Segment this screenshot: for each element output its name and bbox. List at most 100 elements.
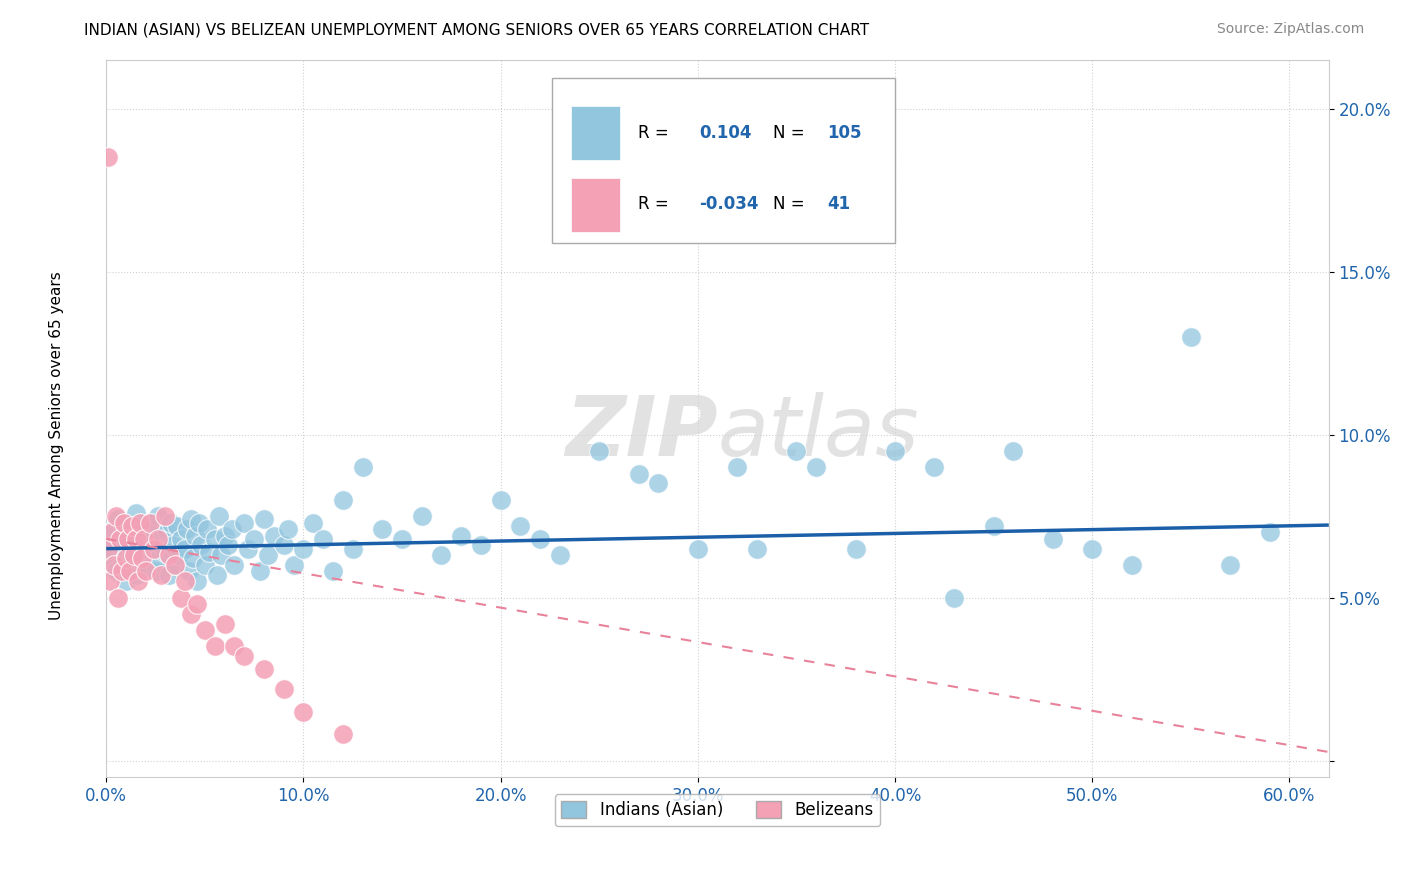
- Point: [118, 528, 141, 542]
- Point: [112, 516, 135, 530]
- Point: [155, 545, 177, 559]
- Point: [135, 538, 157, 552]
- Point: [181, 551, 204, 566]
- Point: [111, 565, 134, 579]
- Point: [190, 538, 212, 552]
- Point: [128, 516, 150, 530]
- Bar: [571, 178, 620, 232]
- Point: [146, 532, 169, 546]
- Text: 0.104: 0.104: [699, 124, 752, 142]
- Point: [127, 574, 149, 589]
- Text: atlas: atlas: [717, 392, 920, 473]
- Point: [209, 548, 232, 562]
- Point: [221, 522, 243, 536]
- Point: [128, 525, 150, 540]
- Point: [312, 532, 335, 546]
- Point: [207, 509, 229, 524]
- Point: [103, 558, 125, 572]
- Point: [548, 548, 571, 562]
- Point: [105, 565, 128, 579]
- Point: [924, 460, 946, 475]
- Point: [174, 574, 197, 589]
- Point: [509, 518, 531, 533]
- Point: [804, 460, 827, 475]
- Point: [131, 551, 153, 566]
- Point: [135, 565, 157, 579]
- Point: [273, 538, 295, 552]
- Point: [180, 607, 202, 621]
- Text: Source: ZipAtlas.com: Source: ZipAtlas.com: [1216, 22, 1364, 37]
- Point: [108, 538, 131, 552]
- Point: [292, 541, 315, 556]
- Point: [224, 640, 246, 654]
- Point: [238, 541, 260, 556]
- Point: [204, 640, 226, 654]
- Point: [983, 518, 1005, 533]
- Point: [132, 532, 155, 546]
- Point: [103, 522, 125, 536]
- Point: [194, 558, 217, 572]
- Point: [1002, 443, 1025, 458]
- Point: [121, 518, 143, 533]
- Point: [98, 532, 121, 546]
- Point: [146, 509, 169, 524]
- Text: N =: N =: [772, 124, 804, 142]
- Point: [197, 545, 219, 559]
- Point: [470, 538, 492, 552]
- Point: [142, 541, 165, 556]
- Point: [132, 532, 155, 546]
- Point: [138, 516, 160, 530]
- Point: [176, 522, 198, 536]
- Point: [97, 541, 120, 556]
- Point: [138, 516, 160, 530]
- Point: [273, 681, 295, 696]
- Point: [1042, 532, 1064, 546]
- Point: [943, 591, 966, 605]
- Point: [785, 443, 807, 458]
- Point: [243, 532, 266, 546]
- FancyBboxPatch shape: [553, 78, 894, 243]
- Point: [160, 516, 183, 530]
- Point: [371, 522, 394, 536]
- Point: [194, 623, 217, 637]
- Point: [166, 518, 188, 533]
- Point: [627, 467, 650, 481]
- Point: [115, 574, 138, 589]
- Point: [148, 551, 170, 566]
- Point: [150, 532, 173, 546]
- Point: [224, 558, 246, 572]
- Point: [97, 541, 120, 556]
- Point: [105, 509, 128, 524]
- Point: [118, 565, 141, 579]
- Point: [186, 597, 208, 611]
- Text: 41: 41: [828, 195, 851, 213]
- Point: [131, 555, 153, 569]
- Point: [332, 492, 354, 507]
- Point: [204, 532, 226, 546]
- Point: [136, 561, 159, 575]
- Point: [686, 541, 709, 556]
- Point: [150, 567, 173, 582]
- Point: [1081, 541, 1104, 556]
- Point: [187, 516, 209, 530]
- Point: [111, 558, 134, 572]
- Point: [108, 532, 131, 546]
- Text: R =: R =: [638, 195, 669, 213]
- Point: [141, 541, 163, 556]
- Point: [489, 492, 512, 507]
- Point: [184, 528, 207, 542]
- Point: [249, 565, 271, 579]
- Point: [157, 548, 180, 562]
- Point: [1258, 525, 1281, 540]
- Point: [1180, 329, 1202, 343]
- Point: [125, 567, 148, 582]
- Point: [253, 512, 276, 526]
- Text: Unemployment Among Seniors over 65 years: Unemployment Among Seniors over 65 years: [49, 272, 63, 620]
- Point: [257, 548, 280, 562]
- Point: [844, 541, 866, 556]
- Point: [127, 545, 149, 559]
- Point: [292, 705, 315, 719]
- Point: [302, 516, 325, 530]
- Point: [107, 591, 129, 605]
- Point: [157, 567, 180, 582]
